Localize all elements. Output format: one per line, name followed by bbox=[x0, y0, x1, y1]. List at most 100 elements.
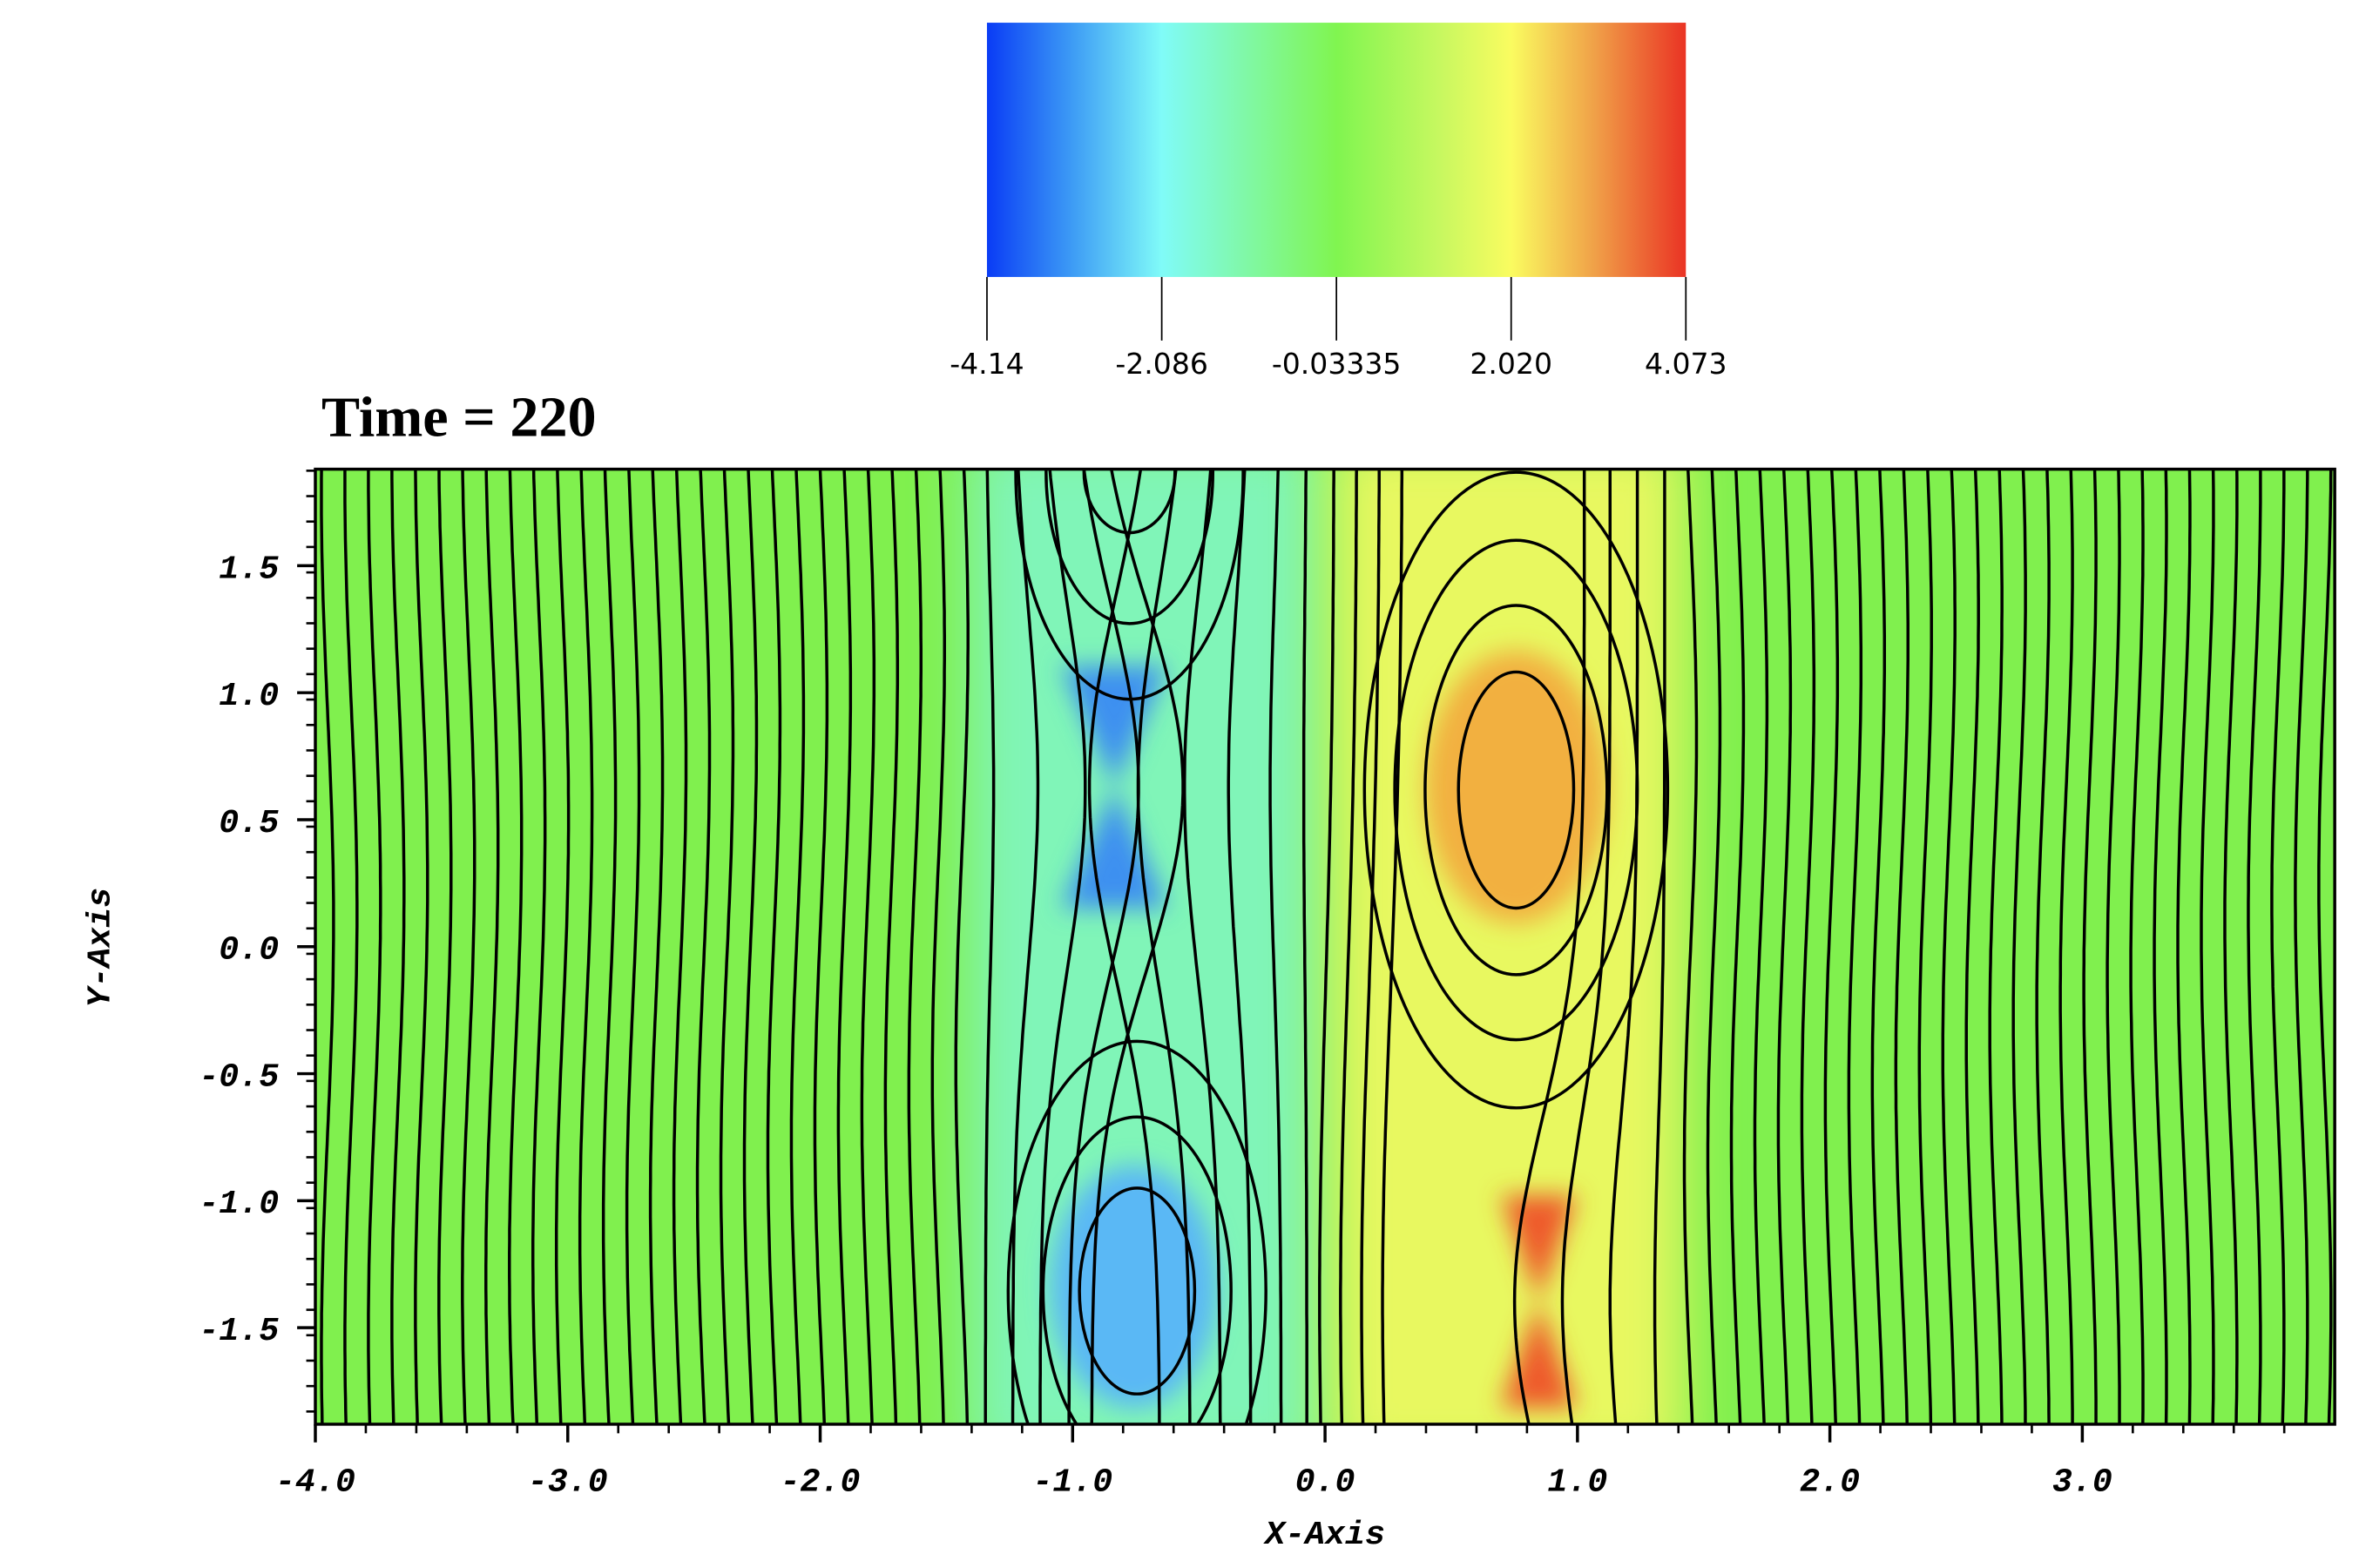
colorbar-tick-label: -0.03335 bbox=[1272, 347, 1402, 381]
contour-line bbox=[1393, 538, 1639, 1042]
contour-line bbox=[648, 469, 665, 1424]
contour-line bbox=[1038, 469, 1087, 1424]
contour-line bbox=[1776, 469, 1793, 1424]
x-tick-label: -3.0 bbox=[528, 1463, 608, 1501]
contour-line bbox=[1078, 1186, 1197, 1396]
contour-line bbox=[1301, 469, 1308, 1424]
contour-line bbox=[2270, 469, 2286, 1424]
x-tick-label: 1.0 bbox=[1547, 1463, 1607, 1501]
contour-line bbox=[1082, 469, 1177, 535]
contour-line bbox=[1457, 670, 1576, 910]
contour-line bbox=[320, 469, 335, 1424]
contour-line bbox=[883, 469, 900, 1424]
contour-line bbox=[2176, 469, 2192, 1424]
contour-line bbox=[1894, 469, 1910, 1424]
contour-line bbox=[1381, 469, 1404, 1424]
contour-line bbox=[508, 469, 524, 1424]
contour-line bbox=[930, 469, 946, 1424]
contour-line bbox=[1339, 469, 1358, 1424]
contour-line bbox=[1917, 469, 1933, 1424]
contour-line bbox=[578, 469, 594, 1424]
y-tick-label: -1.5 bbox=[199, 1313, 279, 1350]
contour-line bbox=[1268, 469, 1283, 1424]
contour-line bbox=[1011, 469, 1040, 1424]
y-tick-label: -0.5 bbox=[199, 1058, 279, 1096]
contour-line bbox=[2200, 469, 2215, 1424]
contour-line bbox=[1847, 469, 1863, 1424]
contour-line bbox=[2035, 469, 2051, 1424]
contour-line bbox=[2082, 469, 2098, 1424]
contour-line bbox=[672, 469, 688, 1424]
x-tick-label: -2.0 bbox=[781, 1463, 861, 1501]
contour-line bbox=[2247, 469, 2262, 1424]
contour-line bbox=[1823, 469, 1840, 1424]
contour-line bbox=[2317, 469, 2333, 1424]
contour-line bbox=[1753, 469, 1769, 1424]
contour-line bbox=[2129, 469, 2145, 1424]
contour-line bbox=[1941, 469, 1957, 1424]
contour-line bbox=[983, 469, 996, 1424]
contour-line bbox=[343, 469, 359, 1424]
chart-title: Time = 220 bbox=[321, 385, 597, 449]
contour-line bbox=[554, 469, 571, 1424]
contour-line bbox=[531, 469, 547, 1424]
contour-line bbox=[836, 469, 853, 1424]
contour-line bbox=[367, 469, 382, 1424]
y-tick-label: 1.5 bbox=[219, 551, 279, 588]
contour-line bbox=[789, 469, 806, 1424]
y-tick-label: 0.5 bbox=[219, 805, 279, 842]
contour-line bbox=[414, 469, 429, 1424]
contour-line bbox=[1360, 469, 1381, 1424]
contour-line bbox=[2153, 469, 2168, 1424]
x-tick-label: 3.0 bbox=[2052, 1463, 2112, 1501]
contour-line bbox=[907, 469, 923, 1424]
contour-line bbox=[742, 469, 759, 1424]
contour-line bbox=[1006, 1039, 1267, 1424]
x-axis-label: X-Axis bbox=[1263, 1517, 1385, 1554]
contour-line bbox=[1423, 604, 1609, 977]
colorbar-tick-label: 2.020 bbox=[1470, 347, 1552, 381]
contour-line bbox=[390, 469, 406, 1424]
colorbar bbox=[986, 23, 1686, 277]
contour-line bbox=[1014, 469, 1245, 701]
contour-line bbox=[860, 469, 876, 1424]
contour-line bbox=[1682, 469, 1699, 1424]
contour-line bbox=[2223, 469, 2239, 1424]
contour-line bbox=[695, 469, 712, 1424]
y-tick-label: 0.0 bbox=[219, 932, 279, 970]
contour-line bbox=[954, 469, 970, 1424]
contour-line bbox=[2106, 469, 2121, 1424]
x-tick-label: 2.0 bbox=[1800, 1463, 1860, 1501]
x-tick-label: 0.0 bbox=[1295, 1463, 1355, 1501]
contour-line bbox=[1512, 469, 1586, 1424]
colorbar-tick-label: 4.073 bbox=[1645, 347, 1727, 381]
contour-line bbox=[1087, 469, 1161, 1424]
contour-line bbox=[719, 469, 735, 1424]
contour-line bbox=[1653, 469, 1666, 1424]
contour-line bbox=[437, 469, 453, 1424]
contour-line bbox=[461, 469, 477, 1424]
colorbar-tick-label: -4.14 bbox=[950, 347, 1024, 381]
contour-line bbox=[1067, 469, 1140, 1424]
field bbox=[314, 469, 2335, 1424]
contour-line bbox=[1608, 469, 1639, 1424]
y-axis-label: Y-Axis bbox=[82, 888, 119, 1008]
colorbar-tick-label: -2.086 bbox=[1115, 347, 1208, 381]
x-tick-label: -4.0 bbox=[275, 1463, 355, 1501]
y-tick-label: -1.0 bbox=[199, 1186, 279, 1223]
contour-line bbox=[2294, 469, 2309, 1424]
contour-line bbox=[1041, 1115, 1233, 1424]
contour-line bbox=[601, 469, 618, 1424]
y-tick-label: 1.0 bbox=[219, 678, 279, 715]
contour-line bbox=[1988, 469, 2004, 1424]
contour-line bbox=[1706, 469, 1722, 1424]
contour-line bbox=[766, 469, 782, 1424]
contour-line bbox=[2058, 469, 2074, 1424]
contour-line bbox=[1044, 469, 1214, 625]
contour-line bbox=[1560, 469, 1612, 1424]
x-tick-label: -1.0 bbox=[1032, 1463, 1112, 1501]
contour-line bbox=[2011, 469, 2027, 1424]
contour-line bbox=[1729, 469, 1746, 1424]
contour-line bbox=[1318, 469, 1335, 1424]
